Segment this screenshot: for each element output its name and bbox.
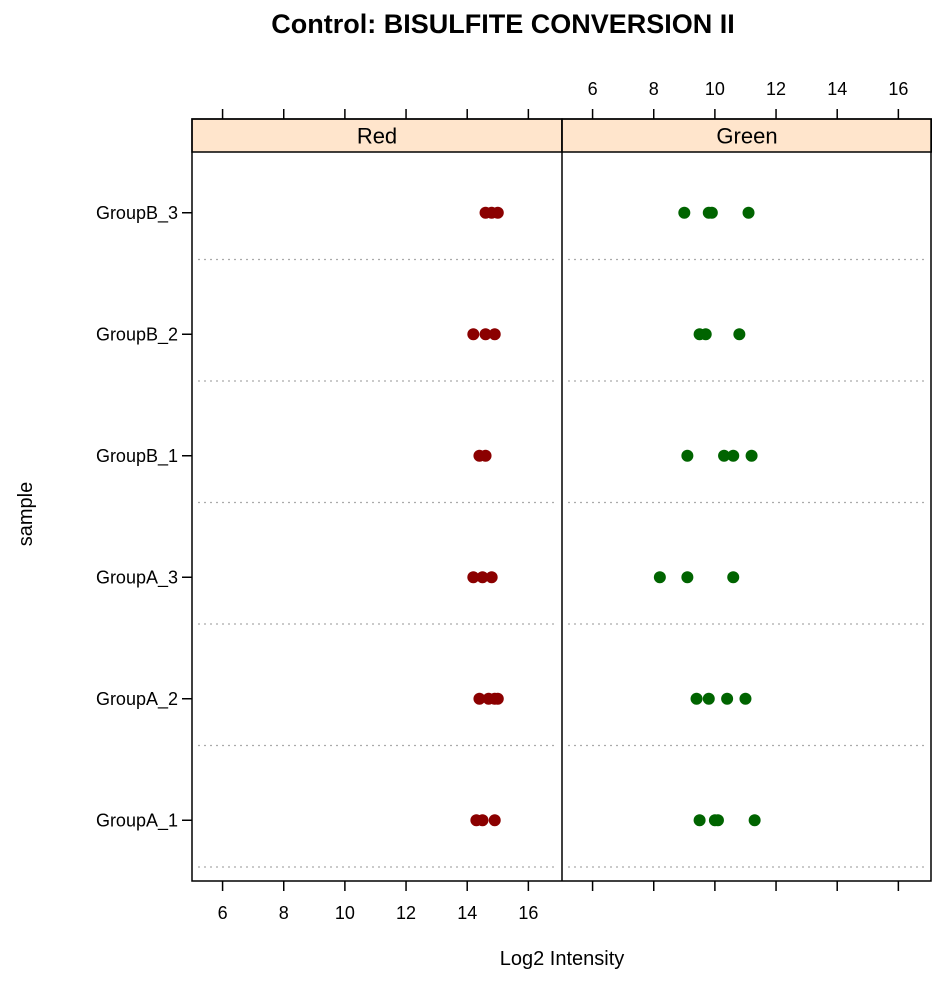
x-tick-label: 16 bbox=[518, 903, 538, 923]
data-point-green bbox=[748, 814, 761, 827]
data-point-green bbox=[702, 692, 715, 705]
data-point-red bbox=[476, 814, 489, 827]
data-point-green bbox=[742, 206, 755, 219]
data-point-green bbox=[733, 328, 746, 341]
data-point-red bbox=[491, 692, 504, 705]
y-tick-label: GroupB_1 bbox=[96, 446, 178, 467]
data-point-red bbox=[479, 449, 492, 462]
y-tick-label: GroupA_2 bbox=[96, 689, 178, 710]
x-tick-label: 6 bbox=[588, 79, 598, 99]
y-tick-label: GroupB_3 bbox=[96, 203, 178, 224]
data-point-green bbox=[681, 571, 694, 584]
data-point-red bbox=[491, 206, 504, 219]
plot-layer: Red Green GroupA_1 GroupA_2 GroupA_3 GroupB_1… bbox=[96, 79, 932, 923]
data-point-green bbox=[745, 449, 758, 462]
data-point-green bbox=[721, 692, 734, 705]
data-point-green bbox=[678, 206, 691, 219]
y-tick-label: GroupA_3 bbox=[96, 567, 178, 588]
data-point-red bbox=[479, 328, 492, 341]
data-point-green bbox=[705, 206, 718, 219]
data-point-red bbox=[467, 571, 480, 584]
x-tick-label: 12 bbox=[396, 903, 416, 923]
data-point-red bbox=[488, 328, 501, 341]
chart-title: Control: BISULFITE CONVERSION II bbox=[271, 9, 735, 39]
x-tick-label: 8 bbox=[279, 903, 289, 923]
data-point-red bbox=[488, 814, 501, 827]
x-tick-label: 10 bbox=[705, 79, 725, 99]
data-point-green bbox=[727, 571, 740, 584]
data-point-green bbox=[690, 692, 703, 705]
y-tick-label: GroupA_1 bbox=[96, 810, 178, 831]
x-axis-label: Log2 Intensity bbox=[500, 948, 625, 970]
data-point-red bbox=[473, 692, 486, 705]
x-tick-label: 8 bbox=[649, 79, 659, 99]
data-point-green bbox=[739, 692, 752, 705]
strip-label-red: Red bbox=[357, 124, 397, 149]
strip-label-green: Green bbox=[716, 124, 777, 149]
x-tick-label: 16 bbox=[888, 79, 908, 99]
x-tick-label: 14 bbox=[827, 79, 847, 99]
data-point-green bbox=[718, 449, 731, 462]
y-axis-label: sample bbox=[15, 482, 37, 546]
data-point-red bbox=[476, 571, 489, 584]
data-point-red bbox=[467, 328, 480, 341]
data-point-green bbox=[681, 449, 694, 462]
y-tick-label: GroupB_2 bbox=[96, 324, 178, 345]
data-point-green bbox=[699, 328, 712, 341]
data-point-green bbox=[711, 814, 724, 827]
x-tick-label: 6 bbox=[218, 903, 228, 923]
data-point-green bbox=[727, 449, 740, 462]
x-tick-label: 14 bbox=[457, 903, 477, 923]
x-tick-label: 12 bbox=[766, 79, 786, 99]
data-point-red bbox=[485, 571, 498, 584]
data-point-green bbox=[693, 814, 706, 827]
data-point-green bbox=[653, 571, 666, 584]
x-tick-label: 10 bbox=[335, 903, 355, 923]
